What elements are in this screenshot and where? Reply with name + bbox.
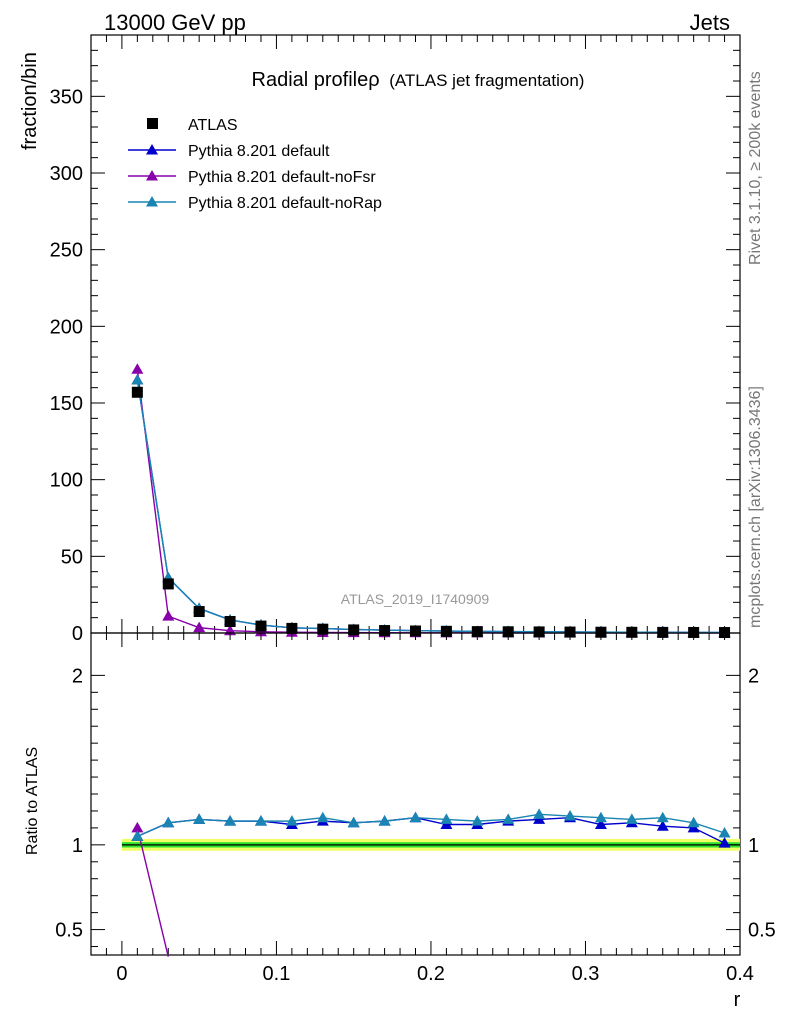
analysis-id-label: ATLAS_2019_I1740909 (341, 591, 490, 607)
main-y-axis-label: fraction/bin (19, 52, 41, 150)
point-atlas (286, 622, 298, 634)
point-atlas (440, 625, 452, 637)
main-panel: 0 50 100 150 200 250 300 350 Radial profileρ (A… (19, 34, 741, 645)
point-atlas (502, 626, 514, 638)
point-atlas (193, 606, 205, 618)
point-atlas (379, 625, 391, 637)
chart-subtitle: (ATLAS jet fragmentation) (389, 71, 584, 90)
ratio-point-pythia-8-201-default-norap (502, 813, 515, 824)
y-tick-label: 0 (72, 623, 83, 645)
ratio-point-pythia-8-201-default-norap (564, 810, 577, 821)
mcplots-reference-label: mcplots.cern.ch [arXiv:1306.3436] (747, 386, 764, 628)
point-atlas (626, 626, 638, 638)
ratio-panel: 0.5 0.5 1 1 2 2 Ratio to ATLAS (24, 632, 776, 957)
ratio-point-pythia-8-201-default-norap (224, 815, 237, 826)
chart-title: Radial profileρ (ATLAS jet fragmentation… (252, 69, 585, 91)
x-tick-label: 0.2 (417, 963, 445, 985)
ratio-point-pythia-8-201-default-norap (687, 816, 700, 828)
ratio-y-tick-label-right: 0.5 (748, 920, 776, 942)
ratio-point-pythia-8-201-default-norap (409, 811, 422, 823)
x-tick-label: 0.3 (572, 963, 600, 985)
ratio-x-ticks (105, 633, 741, 955)
ratio-y-tick-label: 1 (72, 835, 83, 857)
x-tick-label: 0.4 (726, 963, 754, 985)
x-axis-label: r (734, 989, 741, 1011)
legend: ATLAS Pythia 8.201 default Pythia 8.201 de… (128, 117, 382, 212)
ratio-point-pythia-8-201-default-norap (471, 815, 484, 826)
ratio-point-pythia-8-201-default-norap (193, 813, 206, 824)
rivet-version-label: Rivet 3.1.10, ≥ 200k events (747, 71, 764, 265)
chart-title-main: Radial profileρ (252, 69, 380, 91)
point-atlas (317, 623, 329, 635)
point-atlas (471, 626, 483, 638)
point-atlas (162, 578, 174, 590)
ratio-point-pythia-8-201-default (594, 818, 607, 830)
y-tick-label: 350 (50, 86, 83, 108)
legend-marker (146, 144, 158, 155)
legend-label: Pythia 8.201 default-noFsr (188, 169, 376, 186)
legend-label: Pythia 8.201 default-noRap (188, 195, 382, 212)
ratio-panel-frame (90, 632, 741, 956)
ratio-y-tick-label-right: 2 (748, 665, 759, 687)
point-atlas (564, 626, 576, 638)
point-pythia-8-201-default-nofsr (193, 621, 206, 633)
point-atlas (131, 386, 143, 398)
ratio-y-tick-label: 2 (72, 665, 83, 687)
ratio-point-pythia-8-201-default-norap (131, 830, 144, 841)
ratio-y-axis-label: Ratio to ATLAS (24, 747, 41, 855)
point-pythia-8-201-default-nofsr (131, 363, 144, 374)
ratio-line-pythia-8-201-default-nofsr (136, 827, 169, 957)
y-tick-label: 50 (61, 546, 83, 568)
ratio-point-pythia-8-201-default (656, 820, 669, 831)
ratio-point-pythia-8-201-default-norap (625, 813, 638, 824)
energy-label: 13000 GeV pp (104, 10, 246, 35)
point-atlas (595, 626, 607, 638)
ratio-point-pythia-8-201-default-norap (162, 816, 175, 828)
legend-marker (146, 170, 158, 181)
point-atlas (348, 624, 360, 636)
y-tick-label: 250 (50, 240, 83, 262)
point-atlas (410, 625, 421, 637)
ratio-point-pythia-8-201-default-norap (347, 816, 360, 828)
y-tick-label: 150 (50, 393, 83, 415)
legend-marker-atlas (147, 118, 158, 129)
legend-marker (146, 196, 158, 207)
ratio-point-pythia-8-201-default-norap (254, 815, 267, 826)
ratio-point-pythia-8-201-default-norap (378, 815, 391, 826)
y-tick-label: 100 (50, 470, 83, 492)
category-label: Jets (690, 10, 730, 35)
x-tick-label: 0 (116, 963, 127, 985)
ratio-point-pythia-8-201-default-norap (594, 811, 607, 823)
point-atlas (224, 616, 236, 627)
legend-label: Pythia 8.201 default (188, 143, 330, 160)
ratio-point-pythia-8-201-default (718, 837, 731, 848)
ratio-point-pythia-8-201-default-norap (316, 811, 329, 823)
ratio-point-pythia-8-201-default-norap (656, 811, 669, 823)
x-tick-label: 0.1 (263, 963, 291, 985)
ratio-y-tick-label: 0.5 (55, 920, 83, 942)
ratio-point-pythia-8-201-default-norap (440, 813, 453, 824)
ratio-point-pythia-8-201-default-norap (285, 815, 298, 826)
ratio-series (131, 808, 731, 957)
point-atlas (255, 620, 267, 632)
ratio-point-pythia-8-201-default-norap (533, 808, 546, 819)
ratio-point-pythia-8-201-default-nofsr (131, 821, 144, 833)
main-y-ticks: 0 50 100 150 200 250 300 350 (50, 34, 740, 645)
ratio-line-pythia-8-201-default-norap (137, 813, 725, 838)
y-tick-label: 300 (50, 163, 83, 185)
ratio-uncertainty-band (121, 838, 740, 851)
point-atlas (657, 626, 669, 638)
ratio-y-tick-label-right: 1 (748, 835, 759, 857)
point-atlas (533, 626, 545, 638)
legend-label: ATLAS (188, 117, 238, 134)
ratio-y-ticks: 0.5 0.5 1 1 2 2 (55, 665, 776, 948)
y-tick-label: 200 (50, 316, 83, 338)
x-tick-labels: 0 0.1 0.2 0.3 0.4 (116, 963, 754, 985)
point-pythia-8-201-default-nofsr (162, 610, 175, 621)
point-pythia-8-201-default-norap (131, 374, 144, 385)
ratio-point-pythia-8-201-default-norap (718, 826, 731, 838)
